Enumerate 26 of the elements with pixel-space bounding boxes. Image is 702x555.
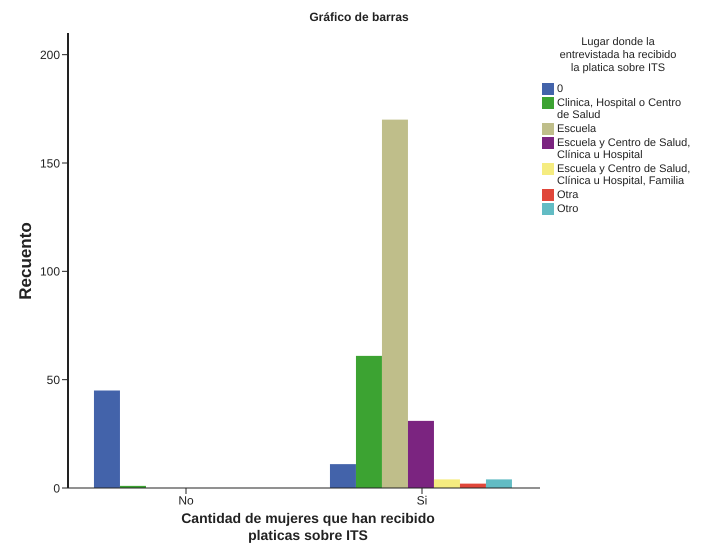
bar (460, 484, 486, 488)
legend-label: Otro (557, 203, 578, 215)
bar (94, 390, 120, 488)
bar (408, 420, 434, 488)
legend-label: Clinica, Hospital o Centro de Salud (557, 97, 682, 121)
y-tick-label: 200 (40, 48, 60, 62)
legend-label: Escuela y Centro de Salud, Clínica u Hospital, Familia (557, 163, 692, 187)
y-tick-label: 100 (40, 264, 60, 279)
y-tick-label: 50 (46, 372, 60, 387)
legend-label: Otra (557, 189, 578, 201)
bar (486, 479, 512, 488)
legend-label: 0 (557, 83, 564, 95)
chart-title: Gráfico de barras (308, 10, 410, 24)
bar (382, 120, 408, 488)
bar (330, 464, 356, 488)
y-tick-label: 150 (40, 156, 60, 170)
legend-title: Lugar donde la entrevistada ha recibido la platica sobre ITS (558, 36, 678, 75)
y-tick-label: 0 (53, 481, 60, 496)
x-axis-title: Cantidad de mujeres que han recibido platicas sobre ITS (180, 510, 436, 544)
x-tick-label: Si (416, 494, 428, 508)
bar (434, 479, 460, 488)
y-axis-title: Recuento (16, 222, 36, 300)
x-tick-label: No (178, 494, 194, 508)
legend-label: Escuela y Centro de Salud, Clínica u Hospital (557, 137, 692, 161)
bar (356, 356, 382, 488)
legend-label: Escuela (557, 123, 596, 135)
